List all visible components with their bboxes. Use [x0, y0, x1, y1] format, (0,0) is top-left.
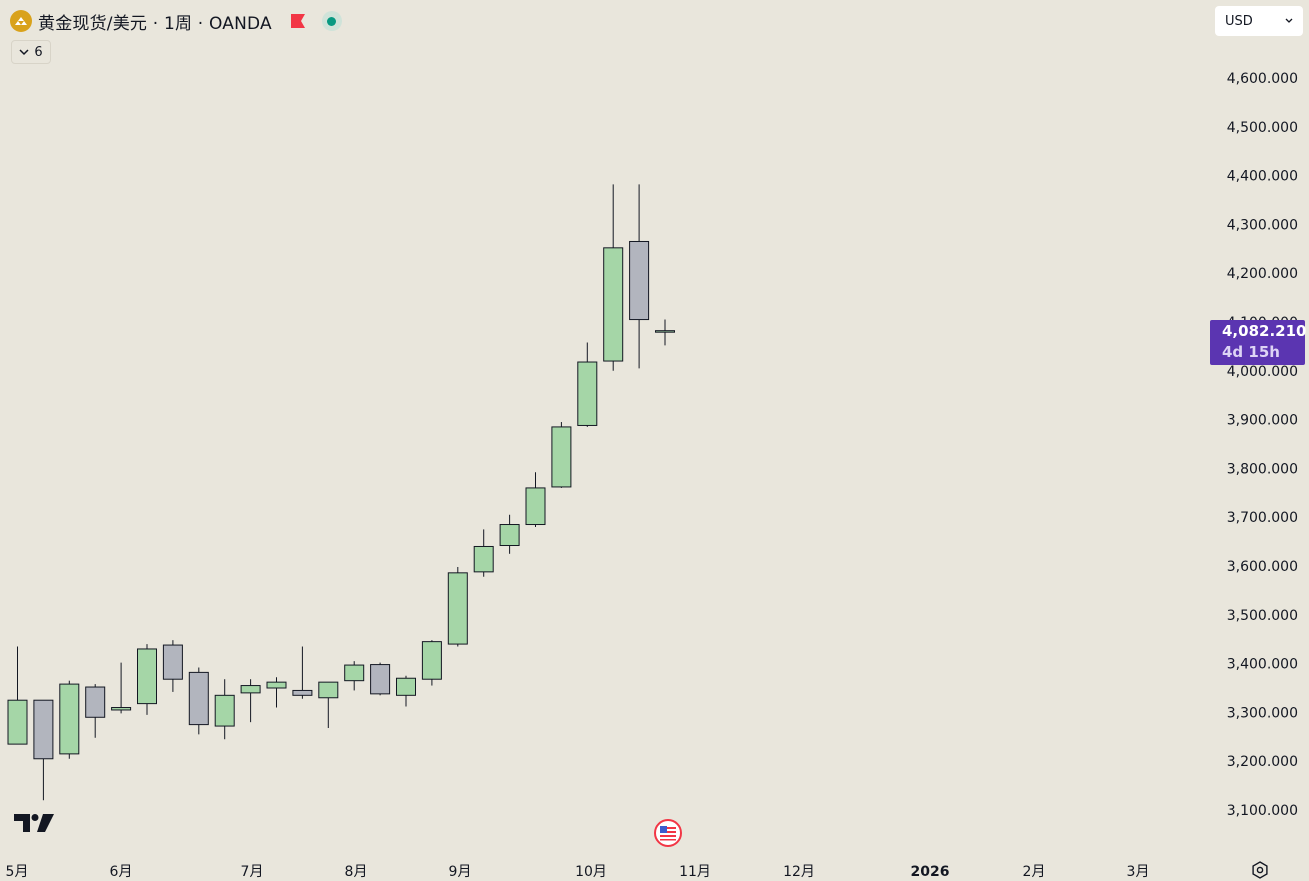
bar-countdown: 4d 15h	[1222, 343, 1280, 361]
symbol-header[interactable]: 黄金现货/美元 · 1周 · OANDA	[10, 8, 342, 34]
price-tick-label: 4,300.000	[1227, 217, 1298, 233]
candle[interactable]	[33, 699, 54, 801]
price-tick-label: 4,200.000	[1227, 266, 1298, 282]
price-tick-label: 4,000.000	[1227, 364, 1298, 380]
currency-select[interactable]: USD	[1215, 6, 1303, 36]
candle-body	[396, 677, 416, 696]
price-tick-label: 4,400.000	[1227, 169, 1298, 185]
candle-body	[111, 707, 132, 711]
time-tick-label: 12月	[783, 864, 815, 880]
candle-body	[525, 487, 546, 526]
candle[interactable]	[318, 681, 339, 729]
price-axis: 4,600.000 4,500.000 4,400.000 4,300.000 4,20…	[1227, 71, 1298, 819]
candle-body	[603, 247, 624, 362]
candle[interactable]	[7, 646, 28, 745]
currency-label: USD	[1225, 13, 1253, 29]
candle[interactable]	[188, 667, 209, 735]
candle-body	[629, 240, 650, 321]
price-tick-label: 3,600.000	[1227, 559, 1298, 575]
candle-body	[473, 545, 494, 573]
candle[interactable]	[111, 662, 132, 714]
last-price-label: 4,082.210 4d 15h	[1210, 320, 1307, 365]
candle[interactable]	[551, 422, 572, 488]
candle-body	[240, 685, 261, 694]
candle[interactable]	[629, 184, 650, 369]
gold-coin-icon	[10, 10, 32, 32]
tradingview-logo-icon[interactable]	[14, 812, 56, 834]
candle[interactable]	[266, 677, 287, 708]
candle-body	[266, 681, 287, 689]
price-tick-label: 3,500.000	[1227, 608, 1298, 624]
candle[interactable]	[499, 514, 520, 554]
candle-body	[188, 671, 209, 726]
candle-body	[318, 681, 339, 699]
candle[interactable]	[473, 529, 494, 577]
price-tick-label: 4,600.000	[1227, 71, 1298, 87]
candle-body	[370, 664, 391, 695]
candle[interactable]	[59, 680, 80, 759]
time-tick-label: 2026	[911, 864, 950, 880]
price-tick-label: 4,500.000	[1227, 120, 1298, 136]
time-tick-label: 2月	[1023, 864, 1046, 880]
us-economic-event-icon[interactable]	[654, 819, 682, 847]
price-tick-label: 3,400.000	[1227, 657, 1298, 673]
time-tick-label: 5月	[6, 864, 29, 880]
candle-body	[7, 699, 28, 745]
price-tick-label: 3,100.000	[1227, 803, 1298, 819]
candle[interactable]	[344, 661, 365, 691]
candle[interactable]	[603, 184, 624, 371]
chevron-down-icon	[1285, 18, 1293, 23]
candle-body	[162, 644, 183, 680]
indicators-collapse-button[interactable]: 6	[11, 40, 51, 64]
candle[interactable]	[525, 472, 546, 527]
last-price-value: 4,082.210	[1222, 322, 1307, 340]
indicator-count: 6	[34, 44, 43, 60]
candle[interactable]	[577, 342, 598, 427]
chevron-down-icon	[19, 48, 29, 55]
time-tick-label: 6月	[110, 864, 133, 880]
candle-body	[85, 686, 106, 718]
candle-body	[551, 426, 572, 488]
candle-body	[344, 664, 365, 682]
candle-body	[655, 330, 675, 333]
candle-body	[292, 689, 313, 696]
symbol-title: 黄金现货/美元 · 1周 · OANDA	[38, 13, 272, 34]
red-flag-icon[interactable]	[290, 13, 306, 29]
market-open-dot-icon[interactable]	[321, 11, 342, 31]
settings-icon[interactable]	[1251, 861, 1269, 879]
price-tick-label: 3,900.000	[1227, 413, 1298, 429]
time-tick-label: 3月	[1127, 864, 1150, 880]
price-tick-label: 3,200.000	[1227, 754, 1298, 770]
candle-body	[59, 683, 80, 755]
candle[interactable]	[396, 675, 416, 707]
candle[interactable]	[240, 679, 261, 723]
time-tick-label: 9月	[449, 864, 472, 880]
candle-body	[421, 641, 442, 680]
candle-body	[137, 648, 157, 705]
candle[interactable]	[85, 684, 106, 738]
time-axis: 5月 6月 7月 8月 9月 10月 11月 12月 2026 2月 3月	[6, 864, 1150, 880]
candle[interactable]	[214, 679, 235, 740]
candle-body	[447, 572, 468, 645]
candle-body	[33, 699, 54, 760]
price-tick-label: 3,700.000	[1227, 510, 1298, 526]
candle[interactable]	[292, 646, 313, 699]
candle[interactable]	[655, 319, 675, 346]
time-tick-label: 10月	[575, 864, 607, 880]
time-tick-label: 7月	[241, 864, 264, 880]
time-tick-label: 8月	[345, 864, 368, 880]
candle[interactable]	[162, 640, 183, 692]
candle-body	[214, 694, 235, 727]
price-tick-label: 3,800.000	[1227, 461, 1298, 477]
candle-body	[499, 524, 520, 547]
candle[interactable]	[370, 662, 391, 696]
time-tick-label: 11月	[679, 864, 711, 880]
price-tick-label: 3,300.000	[1227, 705, 1298, 721]
candle-body	[577, 361, 598, 426]
candle[interactable]	[137, 644, 157, 715]
candle[interactable]	[421, 640, 442, 686]
candle[interactable]	[447, 566, 468, 647]
